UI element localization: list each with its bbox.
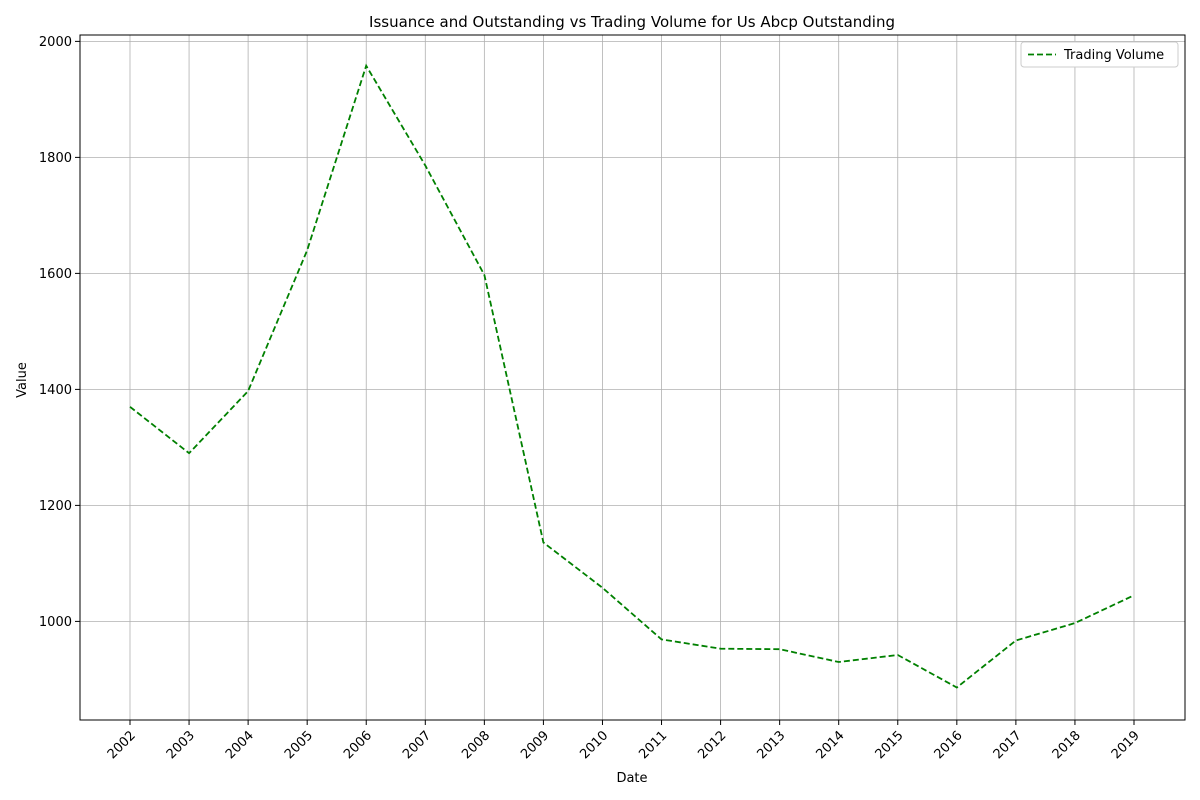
grid <box>80 35 1185 720</box>
y-tick-label: 1800 <box>39 151 72 166</box>
x-axis-label: Date <box>616 771 647 786</box>
series-line-trading-volume <box>129 63 1135 689</box>
legend-entry-trading-volume: Trading Volume <box>1063 48 1164 63</box>
y-axis: 1000 1200 1400 1600 1800 2000 <box>39 35 80 630</box>
y-tick-label: 1600 <box>39 267 72 282</box>
chart-title: Issuance and Outstanding vs Trading Volu… <box>369 13 895 31</box>
y-axis-label: Value <box>15 362 30 398</box>
plot-frame <box>79 34 1186 721</box>
y-tick-label: 2000 <box>39 35 72 50</box>
series-layer <box>129 63 1135 689</box>
y-tick-label: 1200 <box>39 499 72 514</box>
legend: Trading Volume <box>1020 41 1179 68</box>
legend-box <box>1020 41 1179 68</box>
y-tick-label: 1000 <box>39 615 72 630</box>
y-tick-label: 1400 <box>39 383 72 398</box>
